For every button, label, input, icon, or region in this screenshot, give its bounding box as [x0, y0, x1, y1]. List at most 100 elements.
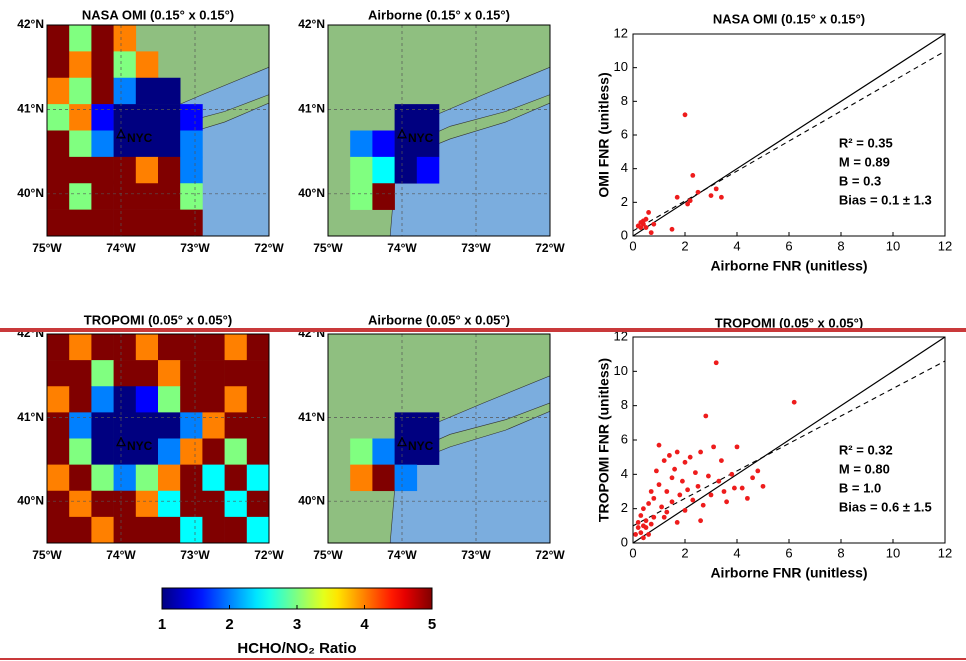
point: [635, 525, 641, 530]
y-tick-label: 4: [621, 466, 628, 481]
cell: [158, 438, 181, 465]
y-tick-label: 40°N: [298, 186, 325, 200]
stat-label: B = 0.3: [839, 173, 881, 188]
x-tick-label: 72°W: [535, 548, 565, 562]
cell: [113, 51, 137, 79]
cell: [158, 412, 181, 439]
x-tick-label: 6: [785, 238, 792, 253]
cell: [394, 464, 418, 492]
cell: [91, 334, 114, 361]
cell: [113, 77, 137, 105]
cell: [416, 412, 440, 439]
point: [708, 492, 714, 498]
point: [648, 489, 654, 494]
cell: [91, 130, 114, 158]
y-tick-label: 6: [621, 431, 628, 446]
cell: [350, 183, 373, 210]
point: [724, 499, 729, 505]
cell: [180, 360, 203, 387]
x-tick-label: 4: [733, 238, 740, 253]
cell: [113, 209, 137, 237]
panel: 0 2 4 6 8 10 12 0 2 4 6 8 10 12 R² = 0.32 M = 0.80 B = 1…: [596, 315, 953, 580]
point: [719, 194, 724, 200]
cell: [180, 209, 203, 237]
cell: [91, 156, 114, 184]
cell: [47, 334, 70, 361]
city-label: NYC: [408, 439, 434, 453]
cell: [47, 360, 70, 387]
point: [674, 449, 680, 455]
cell: [135, 490, 159, 518]
cell: [113, 183, 137, 210]
point: [791, 399, 797, 405]
cell: [224, 464, 248, 492]
point: [729, 471, 735, 477]
stat-label: B = 1.0: [839, 480, 881, 495]
cell: [135, 156, 159, 184]
cell: [158, 334, 181, 361]
cell: [180, 516, 203, 544]
colorbar-tick-label: 4: [360, 616, 369, 633]
cell: [202, 334, 225, 361]
cell: [372, 130, 395, 158]
cell: [202, 360, 225, 387]
point: [674, 194, 680, 200]
x-tick-label: 72°W: [254, 241, 284, 255]
panel-title: Airborne (0.05° x 0.05°): [368, 312, 510, 327]
point: [739, 485, 745, 491]
point: [635, 520, 641, 525]
point: [638, 530, 644, 536]
point: [674, 520, 680, 525]
cell: [416, 104, 440, 131]
cell: [350, 464, 373, 492]
x-tick-label: 74°W: [106, 241, 136, 255]
cell: [91, 25, 114, 52]
y-axis-label: TROPOMI FNR (unitless): [596, 358, 612, 522]
colorbar-tick-label: 1: [158, 616, 166, 633]
cell: [246, 412, 270, 439]
cell: [158, 77, 181, 105]
colorbar: 1 2 3 4 5 HCHO/NO₂ Ratio: [158, 587, 436, 657]
stat-label: Bias = 0.1 ± 1.3: [839, 192, 932, 207]
cell: [246, 490, 270, 518]
cell: [135, 516, 159, 544]
cell: [180, 183, 203, 210]
frame: [327, 24, 551, 237]
cell: [47, 156, 70, 184]
cell: [158, 360, 181, 387]
cell: [180, 386, 203, 413]
cell: [180, 438, 203, 465]
cell: [135, 464, 159, 492]
x-tick-label: 75°W: [313, 241, 343, 255]
cell: [158, 104, 181, 131]
cell: [135, 104, 159, 131]
cell: [202, 438, 225, 465]
cell: [158, 183, 181, 210]
y-tick-label: 41°N: [298, 102, 325, 116]
divider: [0, 658, 966, 660]
cell: [224, 360, 248, 387]
y-axis-label: OMI FNR (unitless): [596, 72, 612, 197]
divider: [0, 328, 966, 332]
cell: [47, 130, 70, 158]
cell: [91, 360, 114, 387]
y-tick-label: 41°N: [17, 102, 44, 116]
cell: [135, 77, 159, 105]
cell: [69, 438, 92, 465]
y-tick-label: 4: [621, 160, 628, 175]
cell: [135, 51, 159, 79]
cell: [180, 334, 203, 361]
cell: [202, 464, 225, 492]
cell: [69, 104, 92, 131]
cell: [47, 77, 70, 105]
cell: [69, 464, 92, 492]
cell: [135, 360, 159, 387]
point: [682, 459, 688, 465]
point: [708, 193, 714, 199]
frame: [46, 24, 270, 237]
cell: [394, 104, 418, 131]
point: [646, 210, 651, 215]
city-marker: [397, 128, 407, 139]
point: [648, 521, 654, 527]
cell: [135, 412, 159, 439]
